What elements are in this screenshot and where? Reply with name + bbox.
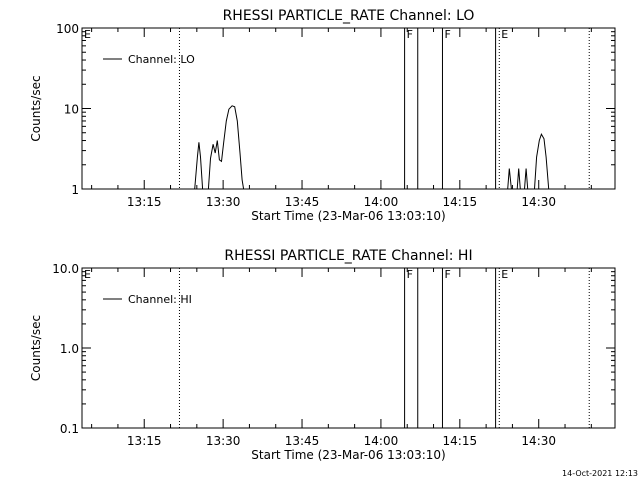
x-tick-label: 13:15 [127, 195, 162, 209]
x-tick-label: 14:00 [364, 434, 399, 448]
y-tick-label: 0.1 [60, 422, 79, 436]
y-tick-label: 10 [64, 103, 79, 117]
event-marker-label: F [407, 28, 413, 41]
x-tick-label: 14:30 [521, 434, 556, 448]
chart-panel-1: RHESSI PARTICLE_RATE Channel: HI Start Ti… [29, 248, 616, 462]
x-axis-label: Start Time (23-Mar-06 13:03:10) [251, 209, 445, 223]
y-tick-label: 1 [71, 183, 79, 197]
event-marker-label: F [407, 268, 413, 281]
chart-title: RHESSI PARTICLE_RATE Channel: HI [224, 248, 472, 264]
series-line-segment [207, 105, 245, 190]
series-line-segment [194, 142, 204, 190]
footer-timestamp: 14-Oct-2021 12:13 [562, 469, 638, 478]
event-marker-label: E [84, 268, 91, 281]
legend-label: Channel: HI [128, 293, 192, 306]
x-tick-label: 13:45 [285, 434, 320, 448]
chart-panel-0: RHESSI PARTICLE_RATE Channel: LO Start Ti… [29, 8, 616, 223]
legend-label: Channel: LO [128, 53, 195, 66]
event-marker-label: E [501, 28, 508, 41]
y-axis-label: Counts/sec [29, 75, 43, 141]
event-marker-label: F [444, 268, 450, 281]
y-axis-label: Counts/sec [29, 315, 43, 381]
y-tick-label: 100 [56, 22, 79, 36]
event-marker-label: E [501, 268, 508, 281]
x-tick-label: 13:45 [285, 195, 320, 209]
y-tick-label: 1.0 [60, 342, 79, 356]
x-tick-label: 13:15 [127, 434, 162, 448]
x-tick-label: 14:00 [364, 195, 399, 209]
x-tick-label: 13:30 [206, 195, 241, 209]
x-axis-label: Start Time (23-Mar-06 13:03:10) [251, 448, 445, 462]
y-tick-label: 10.0 [52, 262, 79, 276]
series-line-segment [507, 168, 512, 190]
plot-frame [81, 267, 616, 429]
x-tick-label: 14:15 [443, 434, 478, 448]
series-line-segment [534, 132, 550, 190]
chart-title: RHESSI PARTICLE_RATE Channel: LO [223, 8, 475, 24]
series-line-segment [516, 168, 521, 190]
series-line-segment [524, 168, 529, 190]
event-marker-label: E [84, 28, 91, 41]
event-marker-label: F [444, 28, 450, 41]
x-tick-label: 14:15 [443, 195, 478, 209]
x-tick-label: 14:30 [521, 195, 556, 209]
x-tick-label: 13:30 [206, 434, 241, 448]
